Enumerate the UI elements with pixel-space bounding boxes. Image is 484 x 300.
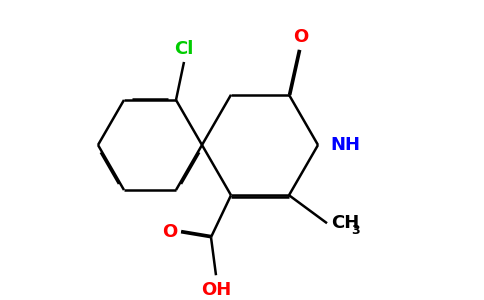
Text: NH: NH xyxy=(330,136,360,154)
Text: 3: 3 xyxy=(351,224,360,237)
Text: OH: OH xyxy=(201,281,231,299)
Text: O: O xyxy=(293,28,309,46)
Text: Cl: Cl xyxy=(174,40,194,58)
Text: CH: CH xyxy=(331,214,359,232)
Text: O: O xyxy=(162,223,177,241)
